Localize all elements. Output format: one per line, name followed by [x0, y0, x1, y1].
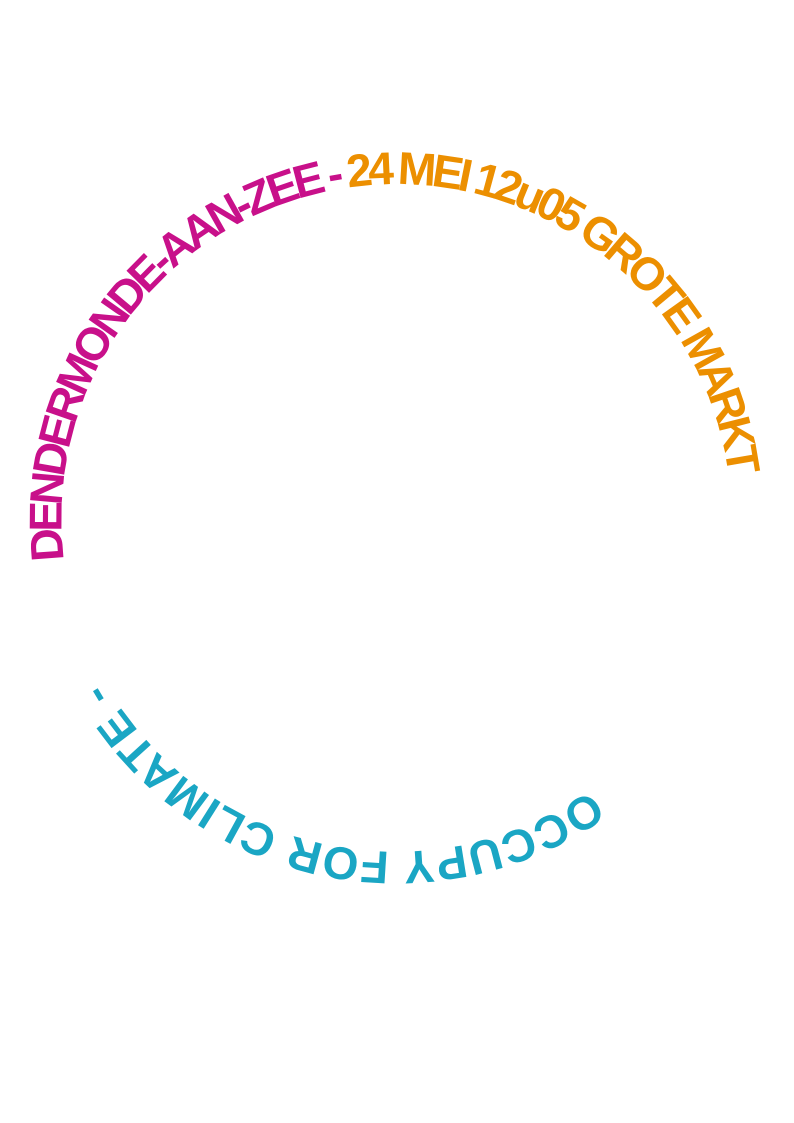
segment-location: DENDERMONDE-AAN-ZEE -	[19, 145, 354, 563]
arc-text-bottom: OCCUPY FOR CLIMATE -	[69, 677, 613, 894]
segment-slogan: OCCUPY FOR CLIMATE -	[69, 677, 613, 894]
arc-text-top: DENDERMONDE-AAN-ZEE - 24 MEI 12u05 GROTE…	[19, 142, 770, 564]
segment-date-place: 24 MEI 12u05 GROTE MARKT	[344, 142, 771, 478]
